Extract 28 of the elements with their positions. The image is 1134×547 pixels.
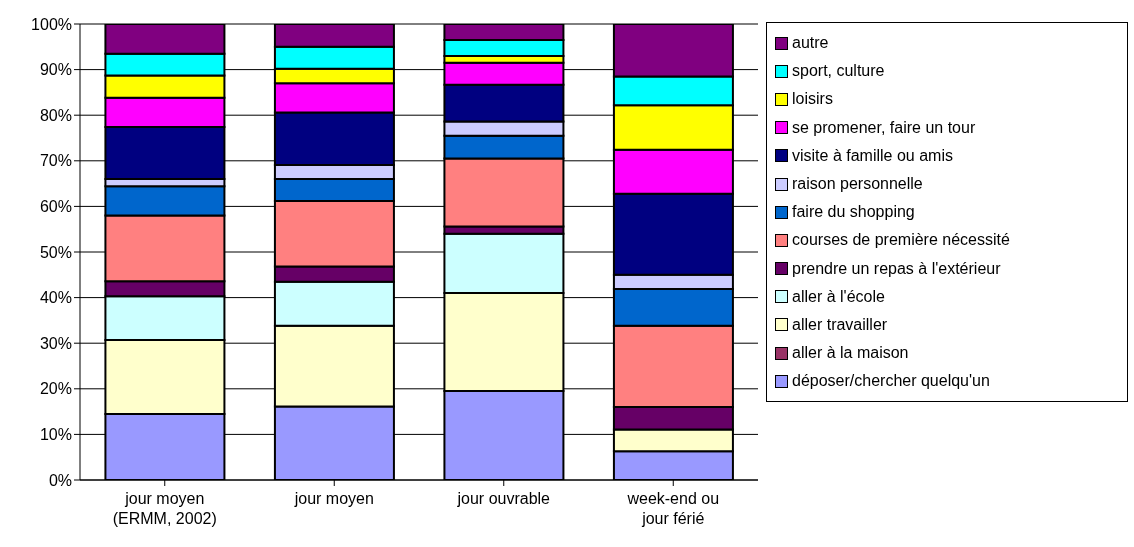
- y-tick-label: 0%: [48, 471, 72, 489]
- y-tick-label: 30%: [39, 334, 72, 352]
- legend-label: aller à la maison: [792, 344, 909, 363]
- y-tick-label: 40%: [39, 289, 72, 307]
- y-tick-label: 50%: [39, 243, 72, 261]
- y-tick-label: 90%: [39, 61, 72, 79]
- y-tick-label: 100%: [31, 15, 72, 33]
- legend-label: sport, culture: [792, 62, 885, 81]
- legend-label: autre: [792, 34, 829, 53]
- x-tick-label: jour moyen: [293, 490, 374, 507]
- y-tick-label: 70%: [39, 152, 72, 170]
- legend-label: visite à famille ou amis: [792, 146, 953, 165]
- legend-label: raison personnelle: [792, 175, 923, 194]
- legend-label: déposer/chercher quelqu'un: [792, 372, 990, 391]
- legend-label: aller travailler: [792, 315, 888, 334]
- legend-label: prendre un repas à l'extérieur: [792, 259, 1001, 278]
- x-tick-label: jour ouvrable: [456, 490, 551, 507]
- y-tick-label: 60%: [39, 198, 72, 216]
- legend-label: faire du shopping: [792, 203, 915, 222]
- legend-label: loisirs: [792, 90, 833, 109]
- x-tick-label: week-end ou jour férié: [626, 490, 720, 527]
- y-tick-label: 20%: [39, 380, 72, 398]
- legend-label: courses de première nécessité: [792, 231, 1010, 250]
- x-tick-label: jour moyen (ERMM, 2002): [112, 490, 217, 527]
- legend-label: aller à l'école: [792, 287, 885, 306]
- y-tick-label: 80%: [39, 106, 72, 124]
- legend-label: se promener, faire un tour: [792, 118, 976, 137]
- y-tick-label: 10%: [39, 426, 72, 444]
